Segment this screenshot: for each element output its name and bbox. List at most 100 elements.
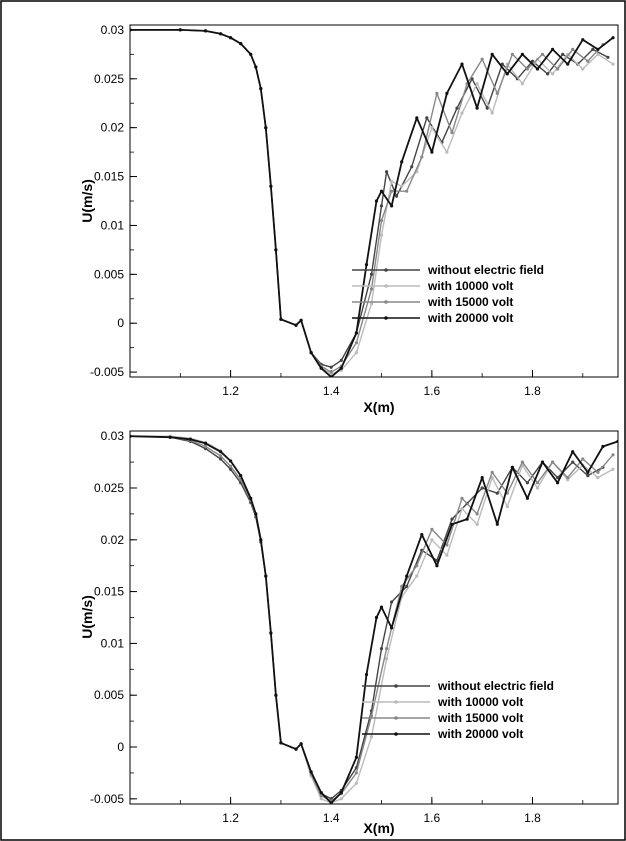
data-point [354,781,358,785]
x-axis-label: X(m) [363,820,394,836]
data-point [581,457,585,461]
data-point [379,233,384,237]
data-point [591,47,595,52]
x-tick-label: 1.8 [524,384,541,398]
data-point [475,106,479,110]
data-point [369,714,374,718]
data-point [611,453,615,457]
data-point [435,91,439,95]
data-point [566,476,570,480]
data-point [535,481,540,485]
data-point [390,189,394,193]
data-point [505,72,509,76]
data-point [480,57,484,61]
data-point [239,42,243,46]
data-point [299,742,303,746]
data-point [540,460,545,464]
data-point [379,204,384,208]
data-point [339,358,343,362]
data-point [369,272,374,276]
data-point [249,496,253,500]
data-point [254,512,258,516]
y-tick-label: 0.01 [101,636,125,650]
data-point [405,574,409,578]
series-line [130,435,618,804]
data-point [480,486,484,490]
data-point [374,615,379,620]
data-point [294,323,298,327]
data-point [445,91,449,95]
data-point [445,553,449,557]
data-point [269,631,273,635]
data-point [571,450,575,454]
y-tick-label: 0 [117,316,124,330]
data-point [535,67,540,71]
series-3 [130,28,615,377]
data-point [379,219,384,223]
data-point [319,366,323,370]
data-point [369,287,374,291]
x-tick-label: 1.2 [222,384,239,398]
data-point [445,543,449,547]
data-point [586,474,590,478]
data-point [264,126,268,130]
x-axis-label: X(m) [363,399,394,415]
data-point [455,106,459,110]
y-tick-label: 0.03 [101,23,125,37]
y-tick-label: 0.015 [94,170,124,184]
data-point [319,797,323,801]
data-point [239,474,243,478]
data-point [364,263,369,267]
data-point [510,52,514,56]
data-point [601,444,605,449]
data-point [430,150,434,154]
legend-label: with 20000 volt [427,311,513,325]
legend-marker [384,268,388,272]
data-point [168,435,172,439]
data-point [219,450,223,454]
y-axis-label: U(m/s) [79,179,95,223]
legend-label: without electric field [427,263,544,277]
data-point [249,52,253,56]
data-point [611,62,615,66]
chart-top: 0.03 0.025 0.02 0.015 0.01 0.005 0 -0.005 1.2 1.4… [79,23,619,415]
data-point [279,317,283,321]
data-point [435,564,439,568]
data-point [309,770,313,774]
data-point [339,791,343,795]
chart-bottom: 0.03 0.025 0.02 0.015 0.01 0.005 0 -0.005 1.2 1.4… [79,429,619,836]
data-point [379,189,384,193]
data-point [596,47,600,52]
data-point [374,199,379,203]
data-point [596,476,600,480]
data-point [445,150,449,154]
legend-label: with 20000 volt [437,727,523,741]
series-line [130,435,604,800]
data-point [490,470,494,474]
data-point [616,439,618,443]
data-point [475,82,479,86]
data-point [571,460,575,464]
data-point [319,794,323,798]
x-tick-label: 1.4 [323,811,340,825]
data-point [229,464,233,468]
data-point [229,36,233,40]
y-tick-label: 0.02 [101,121,125,135]
data-point [309,351,313,355]
data-point [460,507,464,511]
data-point [425,116,429,120]
data-point [606,55,610,59]
data-point [556,481,560,485]
data-point [329,801,333,804]
data-point [586,59,590,63]
data-point [420,533,424,537]
y-tick-label: -0.005 [90,792,124,806]
data-point [329,370,333,374]
data-point [369,735,374,739]
data-point [525,496,530,500]
data-point [229,467,233,471]
y-tick-label: -0.005 [90,365,124,379]
legend-label: with 15000 volt [427,295,513,309]
